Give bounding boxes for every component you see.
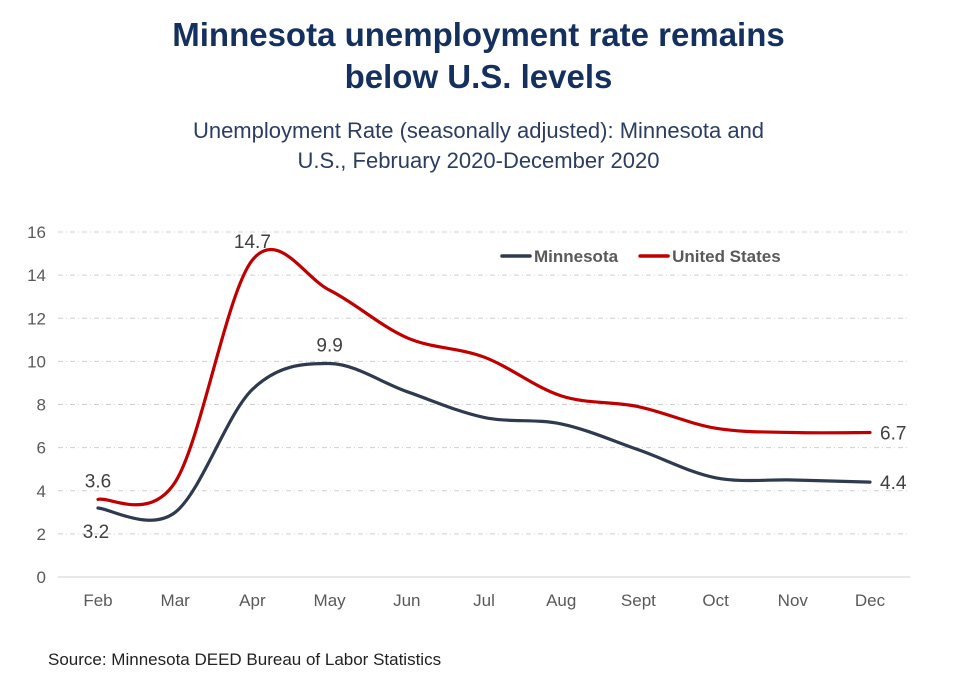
x-tick-label: Mar — [161, 591, 191, 610]
y-axis-ticks: 0 2 4 6 8 10 12 14 16 — [27, 223, 46, 587]
data-label-united-states: 3.6 — [85, 471, 111, 492]
y-tick-label: 4 — [37, 482, 46, 501]
y-tick-label: 6 — [37, 439, 46, 458]
chart-title-line-1: Minnesota unemployment rate remains — [172, 16, 785, 53]
chart-subtitle-line-2: U.S., February 2020-December 2020 — [297, 148, 660, 173]
x-tick-label: Dec — [855, 591, 886, 610]
y-tick-label: 0 — [37, 568, 46, 587]
x-tick-label: May — [314, 591, 347, 610]
chart-subtitle-line-1: Unemployment Rate (seasonally adjusted):… — [192, 118, 765, 143]
series-line-united-states — [96, 247, 872, 507]
x-tick-label: Jul — [473, 591, 495, 610]
series-lines — [96, 247, 872, 522]
y-tick-label: 14 — [27, 266, 46, 285]
x-axis-ticks: Feb Mar Apr May Jun Jul Aug Sept Oct Nov Dec — [83, 591, 885, 610]
data-labels: 3.6 14.7 6.7 3.2 9.9 4.4 — [83, 232, 907, 543]
data-label-minnesota: 9.9 — [316, 336, 342, 357]
data-label-minnesota: 3.2 — [83, 522, 109, 543]
x-tick-label: Aug — [546, 591, 576, 610]
data-label-united-states: 14.7 — [234, 232, 271, 253]
x-tick-label: Nov — [778, 591, 809, 610]
chart-subtitle: Unemployment Rate (seasonally adjusted):… — [0, 116, 957, 176]
x-tick-label: Jun — [393, 591, 420, 610]
y-tick-label: 10 — [27, 352, 46, 371]
x-tick-label: Apr — [239, 591, 266, 610]
legend: Minnesota United States — [500, 247, 781, 266]
legend-label-minnesota: Minnesota — [534, 247, 619, 266]
x-tick-label: Oct — [702, 591, 729, 610]
chart-title: Minnesota unemployment rate remains belo… — [0, 14, 957, 98]
data-label-united-states: 6.7 — [880, 424, 906, 445]
data-label-minnesota: 4.4 — [880, 473, 907, 494]
y-tick-label: 16 — [27, 223, 46, 242]
legend-label-united-states: United States — [672, 247, 781, 266]
chart-title-line-2: below U.S. levels — [344, 58, 613, 95]
x-tick-label: Feb — [83, 591, 112, 610]
series-line-minnesota — [96, 361, 872, 522]
gridlines — [58, 231, 910, 578]
x-tick-label: Sept — [621, 591, 656, 610]
y-tick-label: 2 — [37, 525, 46, 544]
y-tick-label: 8 — [37, 396, 46, 415]
source-note: Source: Minnesota DEED Bureau of Labor S… — [48, 650, 442, 669]
y-tick-label: 12 — [27, 309, 46, 328]
